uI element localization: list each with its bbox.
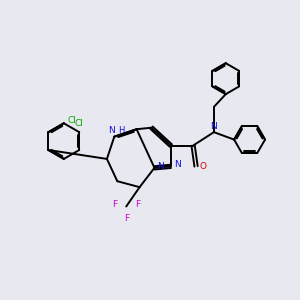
- Text: N: N: [174, 160, 181, 169]
- Text: N: N: [158, 162, 164, 171]
- Text: N: N: [108, 126, 115, 135]
- Text: O: O: [199, 162, 206, 171]
- Text: F: F: [124, 214, 129, 223]
- Text: F: F: [135, 200, 140, 209]
- Text: Cl: Cl: [68, 116, 76, 125]
- Text: F: F: [112, 200, 118, 209]
- Text: N: N: [211, 122, 217, 131]
- Text: Cl: Cl: [74, 119, 83, 128]
- Text: H: H: [118, 126, 124, 135]
